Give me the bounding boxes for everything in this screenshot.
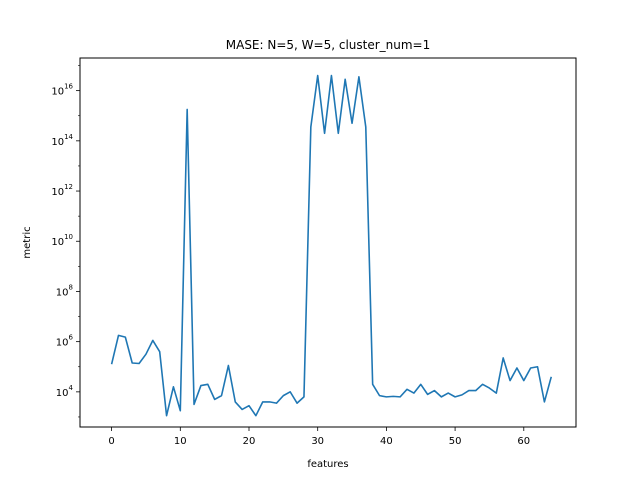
- y-tick-label: 104: [56, 384, 74, 399]
- x-axis-label: features: [307, 459, 348, 470]
- y-tick-base: 10: [51, 87, 64, 98]
- x-tick-label: 30: [311, 436, 324, 447]
- y-tick-base: 10: [56, 287, 69, 298]
- y-tick-base: 10: [51, 237, 64, 248]
- series-line: [110, 74, 553, 417]
- y-axis-label: metric: [22, 226, 33, 258]
- y-tick-exponent: 16: [64, 83, 73, 91]
- x-tick-label: 60: [517, 436, 530, 447]
- y-tick-exponent: 4: [69, 384, 74, 392]
- x-tick-label: 50: [449, 436, 462, 447]
- y-tick-label: 1016: [51, 83, 73, 98]
- y-tick-exponent: 14: [64, 133, 73, 141]
- y-tick-label: 1014: [51, 133, 73, 148]
- y-tick-exponent: 12: [64, 183, 73, 191]
- plot-frame: [79, 57, 577, 428]
- y-tick-base: 10: [51, 137, 64, 148]
- chart-title: MASE: N=5, W=5, cluster_num=1: [226, 38, 431, 52]
- y-tick-label: 1010: [51, 233, 73, 248]
- y-tick-exponent: 6: [69, 334, 74, 342]
- y-tick-base: 10: [51, 187, 64, 198]
- x-tick-label: 40: [380, 436, 393, 447]
- y-tick-base: 10: [56, 338, 69, 349]
- y-tick-label: 1012: [51, 183, 73, 198]
- x-tick-label: 10: [174, 436, 187, 447]
- y-tick-label: 106: [56, 334, 74, 349]
- x-tick-label: 20: [243, 436, 256, 447]
- y-tick-exponent: 10: [64, 233, 73, 241]
- y-tick-exponent: 8: [69, 283, 73, 291]
- y-tick-base: 10: [56, 388, 69, 399]
- x-tick-label: 0: [108, 436, 114, 447]
- y-tick-label: 108: [56, 283, 73, 298]
